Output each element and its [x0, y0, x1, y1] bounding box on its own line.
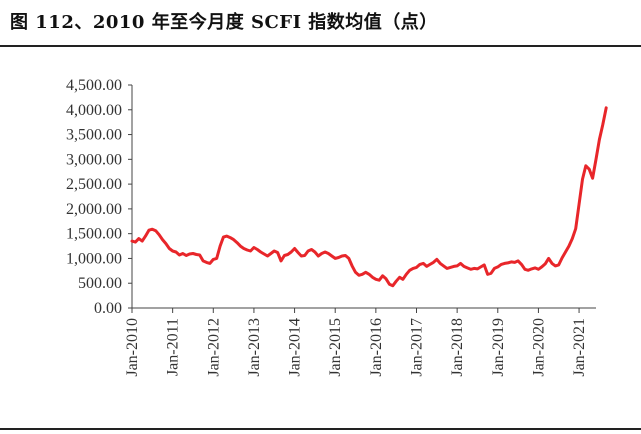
- y-tick-label: 4,500.00: [66, 77, 122, 94]
- chart-title: 图 112、2010 年至今月度 SCFI 指数均值（点）: [10, 12, 438, 33]
- x-tick-label: Jan-2014: [287, 318, 304, 377]
- x-axis: Jan-2010 Jan-2011 Jan-2012 Jan-2013 Jan-2014…: [124, 307, 596, 377]
- x-tick-label: Jan-2017: [408, 318, 425, 377]
- y-tick-label: 2,500.00: [66, 176, 122, 193]
- x-tick-label: Jan-2021: [571, 318, 588, 377]
- y-tick-label: 500.00: [78, 275, 122, 292]
- x-tick-label: Jan-2020: [530, 318, 547, 377]
- y-axis: 0.00 500.00 1,000.00 1,500.00 2,000.00 2,500.…: [66, 77, 133, 317]
- bottom-rule: [0, 428, 641, 430]
- top-rule: [0, 45, 641, 47]
- x-tick-label: Jan-2015: [327, 318, 344, 377]
- x-tick-label: Jan-2011: [165, 318, 182, 376]
- y-tick-label: 2,000.00: [66, 201, 122, 218]
- x-tick-label: Jan-2010: [124, 318, 141, 377]
- y-tick-label: 4,000.00: [66, 102, 122, 119]
- y-tick-label: 1,000.00: [66, 250, 122, 267]
- y-tick-label: 3,500.00: [66, 127, 122, 144]
- y-tick-label: 0.00: [94, 300, 122, 317]
- x-tick-label: Jan-2012: [205, 318, 222, 377]
- x-tick-label: Jan-2018: [449, 318, 466, 377]
- x-tick-label: Jan-2013: [246, 318, 263, 377]
- x-tick-label: Jan-2016: [368, 318, 385, 377]
- series-scfi: [130, 106, 608, 288]
- y-tick-label: 3,000.00: [66, 151, 122, 168]
- y-tick-label: 1,500.00: [66, 226, 122, 243]
- series-line-scfi: [130, 106, 608, 288]
- x-tick-label: Jan-2019: [490, 318, 507, 377]
